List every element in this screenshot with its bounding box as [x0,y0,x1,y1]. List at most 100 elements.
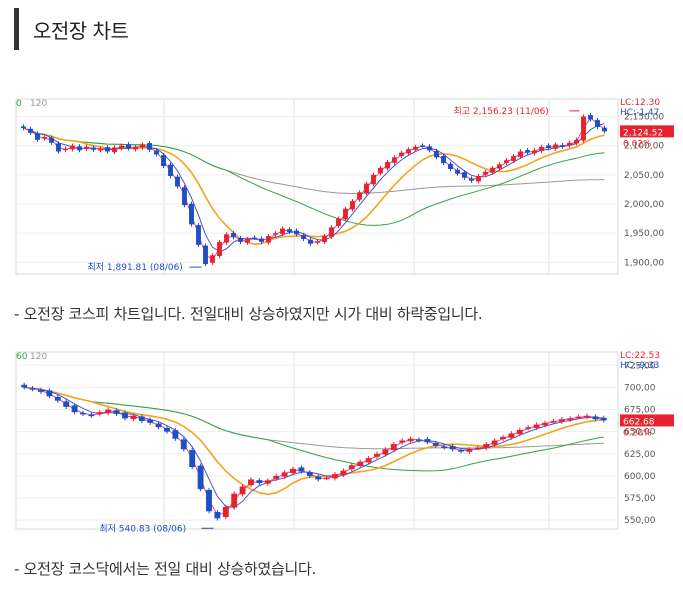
candle-body [35,133,40,140]
candle-body [180,439,187,450]
candle-body [140,144,145,148]
candle-body [206,489,212,512]
candle-body [294,230,299,235]
candle-body [49,137,54,143]
candle-body [329,227,334,237]
y-tick-label: 2,050,00 [624,171,664,181]
candle-body [217,241,222,257]
candle-body [416,439,422,441]
candle-body [323,477,330,480]
kospi-chart[interactable]: 2,150,00 2,100,00 2,050,00 2,000,00 1,950,00… [14,95,674,278]
candle-body [315,476,322,480]
y-tick-label: 2,150,00 [624,113,664,123]
candle-body [42,136,47,139]
kosdaq-caption: - 오전장 코스닥에서는 전일 대비 상승하였습니다. [14,560,316,578]
candle-body [147,143,152,150]
candle-body [518,151,523,157]
candle-body [197,465,204,490]
candle-body [130,415,137,420]
candle-body [28,128,33,133]
candle-body [245,239,250,243]
candle-body [508,433,515,438]
candle-body [560,145,565,147]
ma20-line [23,123,605,253]
candle-body [455,169,460,174]
candle-body [575,416,582,419]
candle-body [516,429,523,435]
candle-body [595,120,600,127]
candle-body [322,236,327,243]
candle-body [138,416,145,422]
candle-body [63,401,70,407]
candle-body [600,417,607,421]
candle-body [256,480,263,483]
candle-body [63,148,68,151]
lc-label: LC:22.53 [620,351,660,361]
change-tag-label: 0.02% [623,139,652,149]
candle-body [315,241,320,243]
candle-body [365,458,372,463]
candle-body [558,419,565,422]
candle-body [189,450,196,468]
candle-body [458,450,464,452]
candle-body [364,183,369,194]
candle-body [432,442,439,446]
candle-body [462,172,467,178]
candle-body [168,164,173,176]
kosdaq-chart[interactable]: 725,00 700,00 675,00 650,00 625,00 600,00 575,… [14,348,674,534]
candle-body [189,203,194,225]
candle-body [122,412,128,419]
candle-body [427,146,432,151]
candle-body [588,115,593,120]
candle-body [407,438,414,442]
kospi-caption: - 오전장 코스피 차트입니다. 전일대비 상승하였지만 시가 대비 하락중입니… [14,305,483,323]
candle-body [490,167,495,173]
candle-body [266,236,271,243]
candle-body [88,414,95,417]
y-tick-label: 2,100,00 [624,142,664,152]
candle-body [348,465,355,470]
candle-body [105,147,110,152]
y-tick-label: 725,00 [624,361,656,371]
candle-body [406,149,411,154]
candle-body [539,146,544,152]
candle-body [214,512,221,519]
candle-body [46,390,53,397]
candle-body [592,416,599,420]
candle-body [382,449,389,455]
candle-body [287,229,292,232]
candle-body [525,150,530,153]
candle-body [332,474,338,479]
candle-body [203,245,208,265]
candle-body [301,235,306,239]
candle-body [567,142,572,146]
candle-body [469,178,474,181]
candle-body [532,150,537,154]
ma5-line [24,386,604,516]
candle-body [511,156,516,161]
candle-body [441,155,446,164]
candle-body [602,127,607,132]
candle-body [550,421,557,423]
candle-body [77,146,82,151]
hc-label: HC:-1.47 [620,108,659,118]
y-tick-label: 675,00 [624,406,656,416]
candle-body [273,233,278,235]
y-tick-label: 625,00 [624,450,656,460]
price-tag-box [620,125,674,138]
page-title: 오전장 차트 [33,18,129,43]
kospi-chart-svg: 2,150,00 2,100,00 2,050,00 2,000,00 1,950,00… [14,95,674,278]
candle-body [420,145,425,147]
candle-body [567,418,574,420]
candle-body [182,187,187,206]
chart-background [14,95,674,278]
candle-body [155,423,162,428]
candle-body [343,208,348,220]
candle-body [497,164,502,169]
candle-body [112,147,117,153]
candle-body [546,145,551,148]
candle-body [161,155,166,167]
y-tick-label: 2,000,00 [624,200,664,210]
candle-body [113,410,120,414]
candle-body [392,157,397,163]
